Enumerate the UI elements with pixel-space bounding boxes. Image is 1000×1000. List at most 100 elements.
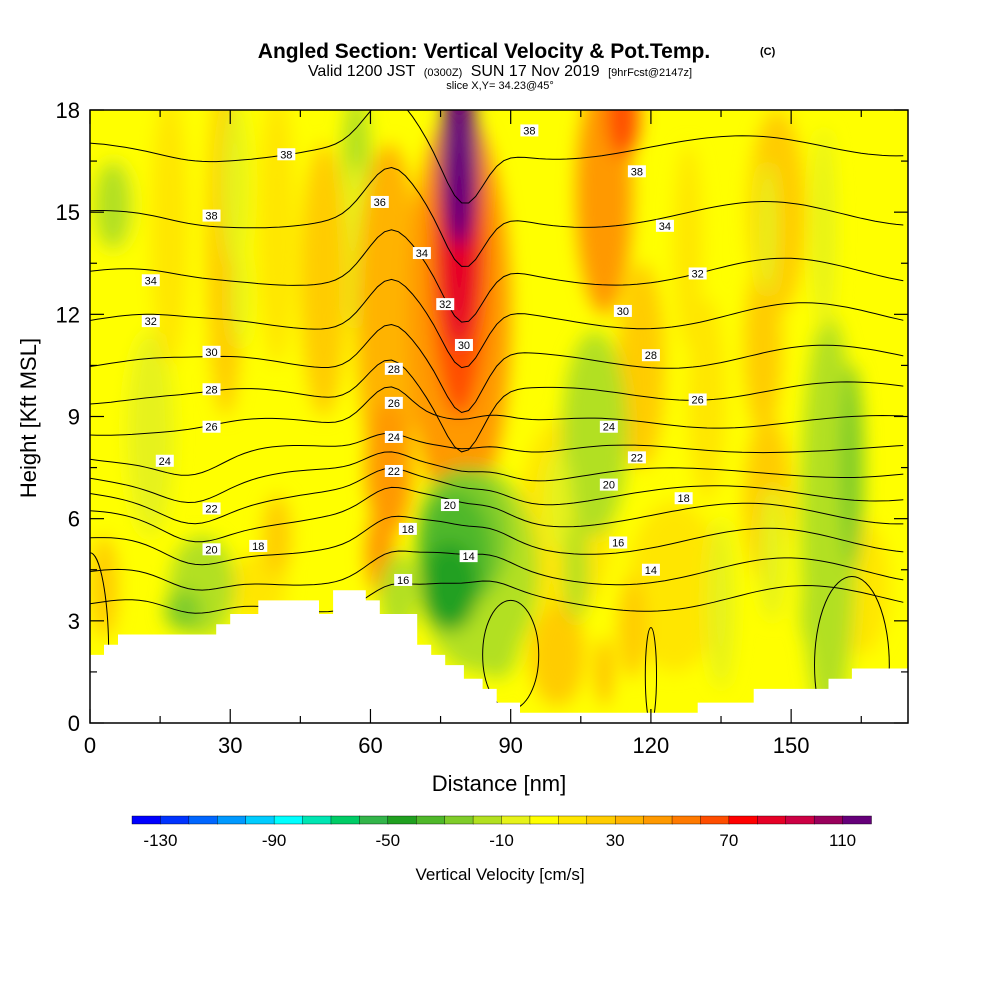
y-tick-label: 3 <box>68 609 80 634</box>
contour-label-box <box>394 573 413 586</box>
contour-label-box <box>155 454 174 467</box>
colorbar-swatch <box>785 815 815 825</box>
contour-label-text: 30 <box>458 340 470 352</box>
velocity-cell <box>164 590 203 632</box>
chart-title: Angled Section: Vertical Velocity & Pot.… <box>258 40 710 63</box>
contour-label-box <box>688 393 707 406</box>
contour-label-box <box>459 550 478 563</box>
velocity-cell <box>421 542 478 632</box>
contour-label-box <box>202 502 221 515</box>
colorbar-tick-label: -50 <box>376 831 401 850</box>
valid-date: SUN 17 Nov 2019 <box>471 63 600 80</box>
contour-label-text: 26 <box>692 394 704 406</box>
chart-title-block: Angled Section: Vertical Velocity & Pot.… <box>258 40 776 92</box>
contour-label-text: 18 <box>402 524 414 536</box>
contour-label-box <box>613 304 632 317</box>
contour-label: 22 <box>384 464 403 478</box>
y-axis-label: Height [Kft MSL] <box>16 338 41 498</box>
contour-label-text: 24 <box>603 422 615 434</box>
contour-label-text: 32 <box>145 316 157 328</box>
contour-label-box <box>141 315 160 328</box>
contour-label-text: 34 <box>416 248 428 260</box>
contour-label-box <box>609 536 628 549</box>
contour-label-box <box>202 383 221 396</box>
contour-label-box <box>627 451 646 464</box>
contour-label-text: 32 <box>692 268 704 280</box>
x-tick-label: 90 <box>498 733 522 758</box>
velocity-cell <box>94 161 133 250</box>
y-tick-label: 9 <box>68 405 80 430</box>
contour-label: 16 <box>609 536 628 550</box>
contour-label: 24 <box>155 454 174 468</box>
contour-label-box <box>384 430 403 443</box>
colorbar-swatch <box>728 815 759 825</box>
contour-label-box <box>440 499 459 512</box>
contour-label: 38 <box>627 165 646 178</box>
contour-label-box <box>641 349 660 362</box>
colorbar-swatch <box>330 815 361 825</box>
isentrope-14 <box>90 550 904 591</box>
contour-label-text: 38 <box>280 149 292 161</box>
velocity-cell <box>758 484 787 621</box>
contour-label: 26 <box>688 393 707 406</box>
utc-time: (0300Z) <box>424 67 463 79</box>
contour-label: 16 <box>394 573 413 587</box>
contour-label: 34 <box>655 219 674 233</box>
contour-label-box <box>398 522 417 535</box>
contour-label: 28 <box>202 383 221 396</box>
contour-label-text: 34 <box>145 275 157 287</box>
colorbar-title: Vertical Velocity [cm/s] <box>415 865 584 884</box>
velocity-cell <box>840 365 864 570</box>
contour-label: 32 <box>688 267 707 280</box>
contour-label-box <box>202 345 221 358</box>
contour-label-box <box>520 124 539 137</box>
contour-label-box <box>655 219 674 232</box>
isentrope-28 <box>90 359 904 453</box>
colorbar <box>131 815 872 825</box>
contour-label: 36 <box>370 195 389 209</box>
contour-label-text: 14 <box>645 565 657 577</box>
colorbar-swatch <box>643 815 673 825</box>
contour-label-box <box>436 298 455 311</box>
velocity-cell <box>576 110 633 315</box>
y-tick-label: 12 <box>56 302 80 327</box>
contour-label-text: 18 <box>252 541 264 553</box>
velocity-cell <box>618 576 647 679</box>
velocity-cell <box>707 518 736 689</box>
contour-label-text: 20 <box>603 480 615 492</box>
velocity-cell <box>300 144 348 417</box>
contour-label: 38 <box>277 148 296 161</box>
contour-label-text: 38 <box>523 125 535 137</box>
contour-label: 34 <box>412 247 431 260</box>
contour-label-text: 22 <box>631 452 643 464</box>
colorbar-swatch <box>529 815 560 825</box>
contour-label-box <box>412 247 431 260</box>
colorbar-swatch <box>813 815 844 825</box>
colorbar-swatch <box>586 815 616 825</box>
velocity-cell <box>744 263 782 434</box>
y-tick-label: 18 <box>56 98 80 123</box>
velocity-cell <box>758 161 778 298</box>
chart-subtitle: Valid 1200 JST (0300Z) SUN 17 Nov 2019 [… <box>308 63 692 80</box>
isentrope-36 <box>90 166 904 267</box>
colorbar-swatch <box>558 815 588 825</box>
contour-label-text: 24 <box>388 432 400 444</box>
contour-label-text: 30 <box>617 306 629 318</box>
velocity-cell <box>543 450 572 553</box>
colorbar-swatch <box>273 815 304 825</box>
contour-label-box <box>141 274 160 287</box>
slice-info: slice X,Y= 34.23@45° <box>446 80 554 92</box>
vertical-velocity-field <box>90 110 890 723</box>
contour-label-text: 22 <box>388 466 400 478</box>
isentrope-32 <box>90 278 904 369</box>
x-tick-label: 150 <box>773 733 810 758</box>
contour-label: 28 <box>641 349 660 362</box>
colorbar-swatch <box>359 815 389 825</box>
contour-label: 18 <box>249 539 268 553</box>
velocity-cell <box>258 110 296 366</box>
contour-label: 34 <box>141 274 160 287</box>
contour-label-text: 28 <box>388 364 400 376</box>
potential-temperature-contours <box>90 110 904 723</box>
valid-time: Valid 1200 JST <box>308 63 416 80</box>
colorbar-swatch <box>245 815 275 825</box>
